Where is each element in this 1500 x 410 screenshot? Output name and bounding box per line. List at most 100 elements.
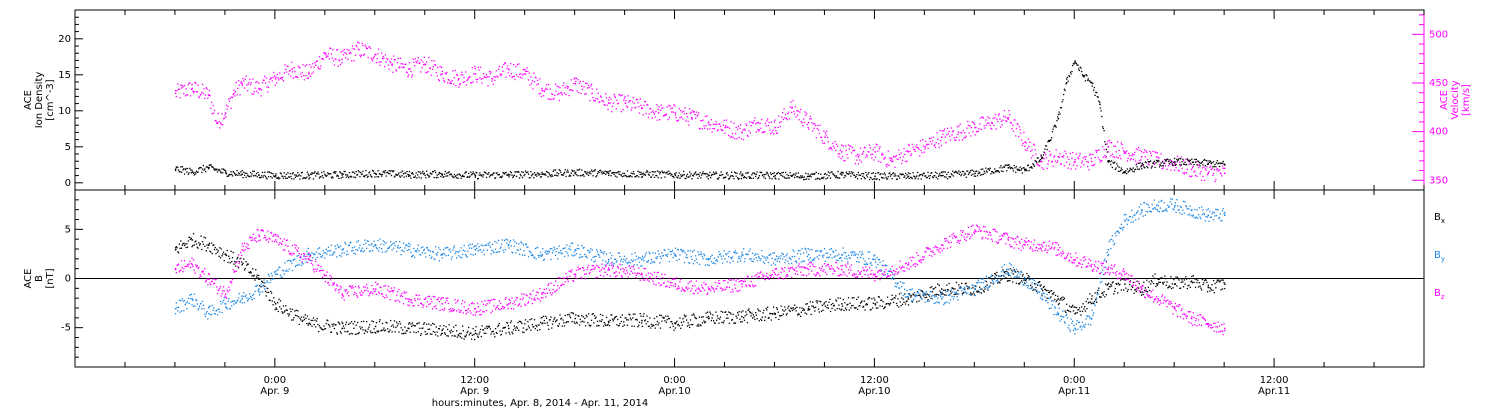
- data-point: [357, 332, 360, 335]
- data-point: [716, 130, 719, 132]
- data-point: [1033, 164, 1035, 166]
- data-point: [468, 334, 470, 336]
- data-point: [339, 60, 341, 62]
- data-point: [564, 87, 566, 89]
- data-point: [358, 247, 360, 249]
- data-point: [251, 93, 253, 95]
- data-point: [348, 177, 350, 179]
- data-point: [392, 324, 394, 326]
- data-point: [431, 333, 433, 335]
- data-point: [788, 177, 790, 179]
- data-point: [569, 315, 571, 317]
- data-point: [451, 256, 453, 258]
- data-point: [477, 66, 479, 68]
- data-point: [1034, 160, 1036, 162]
- data-point: [1146, 279, 1148, 281]
- data-point: [1146, 151, 1148, 153]
- data-point: [1194, 278, 1196, 280]
- data-point: [1091, 85, 1093, 87]
- data-point: [178, 299, 180, 301]
- data-point: [319, 326, 321, 329]
- data-point: [660, 177, 662, 179]
- data-point: [908, 144, 910, 147]
- data-point: [448, 324, 450, 326]
- data-point: [644, 101, 647, 103]
- data-point: [464, 250, 466, 252]
- data-point: [351, 333, 354, 335]
- data-point: [948, 130, 950, 132]
- data-point: [333, 251, 336, 253]
- data-point: [367, 240, 369, 243]
- data-point: [1036, 162, 1038, 164]
- data-point: [446, 172, 448, 174]
- data-point: [614, 175, 617, 177]
- data-point: [219, 171, 222, 173]
- data-point: [542, 173, 545, 175]
- data-point: [1030, 150, 1032, 152]
- data-point: [603, 321, 605, 324]
- data-point: [1205, 159, 1207, 162]
- data-point: [527, 321, 529, 323]
- data-point: [500, 246, 502, 248]
- data-point: [804, 111, 806, 113]
- data-point: [677, 324, 679, 326]
- data-point: [750, 315, 752, 317]
- data-point: [483, 171, 485, 173]
- data-point: [867, 298, 869, 300]
- data-point: [635, 175, 638, 177]
- data-point: [191, 87, 194, 90]
- data-point: [1069, 152, 1072, 155]
- data-point: [539, 173, 541, 175]
- data-point: [789, 106, 791, 108]
- data-point: [942, 174, 944, 177]
- data-point: [927, 299, 929, 301]
- data-point: [273, 175, 276, 178]
- data-point: [901, 303, 904, 305]
- data-point: [277, 77, 279, 79]
- data-point: [1188, 159, 1190, 162]
- data-point: [1051, 137, 1053, 139]
- data-point: [824, 136, 826, 138]
- data-point: [785, 171, 787, 174]
- data-point: [482, 245, 484, 247]
- data-point: [838, 156, 840, 158]
- data-point: [569, 89, 572, 91]
- data-point: [174, 247, 177, 249]
- data-point: [596, 325, 598, 327]
- data-point: [728, 134, 730, 136]
- data-point: [369, 46, 371, 48]
- data-point: [650, 176, 653, 178]
- data-point: [1120, 289, 1122, 291]
- data-point: [985, 167, 987, 169]
- data-point: [252, 294, 254, 297]
- data-point: [1177, 278, 1179, 280]
- data-point: [274, 78, 277, 80]
- data-point: [1209, 287, 1212, 289]
- data-point: [400, 254, 402, 256]
- data-point: [820, 301, 822, 303]
- data-point: [355, 170, 357, 173]
- data-point: [299, 67, 301, 69]
- data-point: [502, 327, 504, 329]
- data-point: [579, 253, 581, 256]
- data-point: [515, 326, 518, 328]
- data-point: [992, 172, 994, 174]
- data-point: [733, 322, 735, 324]
- data-point: [434, 170, 436, 172]
- data-point: [654, 116, 656, 118]
- data-point: [981, 288, 983, 290]
- data-point: [1098, 100, 1100, 102]
- data-point: [468, 326, 470, 329]
- data-point: [320, 176, 322, 178]
- data-point: [765, 173, 767, 175]
- data-point: [539, 92, 542, 94]
- data-point: [425, 256, 427, 258]
- data-point: [949, 176, 952, 178]
- data-point: [1002, 119, 1004, 121]
- data-point: [234, 95, 236, 97]
- data-point: [208, 94, 210, 97]
- data-point: [916, 146, 919, 149]
- data-point: [372, 169, 374, 172]
- data-point: [548, 172, 550, 174]
- data-point: [876, 144, 878, 146]
